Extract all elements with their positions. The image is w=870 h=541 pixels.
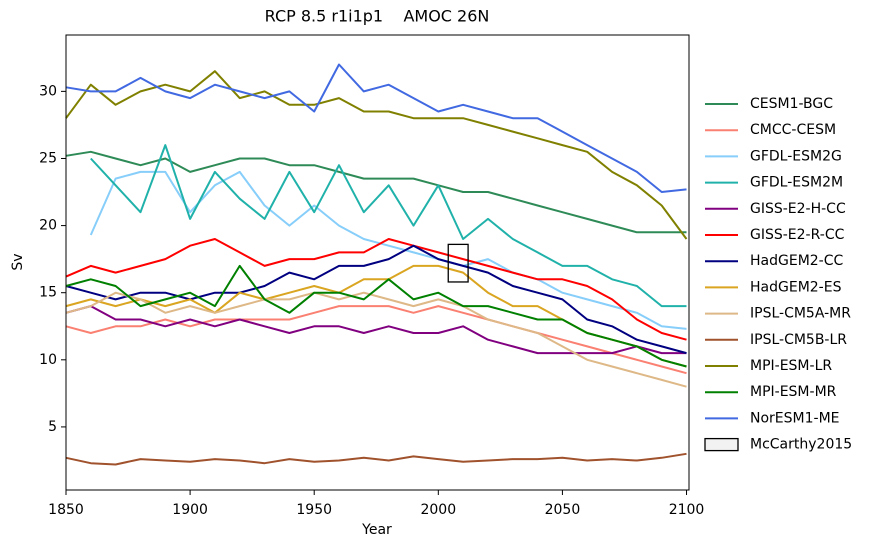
series-line — [65, 452, 687, 466]
x-tick-label: 1850 — [48, 502, 84, 518]
series-line — [65, 264, 687, 368]
x-tick-label: 2050 — [545, 502, 581, 518]
plot-frame — [65, 34, 690, 491]
series-line — [65, 305, 687, 355]
x-tick-label: 2000 — [420, 502, 456, 518]
series-line — [65, 70, 688, 240]
series-line — [90, 144, 687, 308]
series-line — [65, 291, 687, 388]
x-tick-label: 1950 — [296, 502, 332, 518]
observation-box — [447, 243, 469, 283]
legend-label: IPSL-CM5B-LR — [750, 332, 847, 348]
series-line — [65, 305, 687, 375]
legend-label: MPI-ESM-LR — [750, 358, 832, 374]
legend-swatch — [704, 437, 739, 452]
series-line — [65, 244, 687, 355]
legend-label: HadGEM2-ES — [750, 279, 842, 295]
x-tick-label: 2100 — [669, 502, 705, 518]
y-tick-label: 30 — [39, 83, 57, 99]
legend-label: McCarthy2015 — [750, 437, 852, 453]
y-axis-label: Sv — [10, 253, 26, 270]
chart-title: RCP 8.5 r1i1p1 AMOC 26N — [265, 7, 490, 26]
legend-label: CMCC-CESM — [750, 122, 836, 138]
series-line — [89, 170, 687, 330]
series-line — [65, 238, 687, 341]
series-line — [65, 150, 687, 234]
y-tick-label: 10 — [39, 352, 57, 368]
x-tick-label: 1900 — [172, 502, 208, 518]
y-tick-label: 5 — [48, 419, 57, 435]
legend-label: GFDL-ESM2M — [750, 175, 843, 191]
legend-label: IPSL-CM5A-MR — [750, 306, 851, 322]
legend-label: CESM1-BGC — [750, 96, 833, 112]
legend-label: GISS-E2-R-CC — [750, 227, 845, 243]
legend-label: NorESM1-ME — [750, 410, 840, 426]
legend-label: MPI-ESM-MR — [750, 384, 837, 400]
legend-label: GISS-E2-H-CC — [750, 201, 846, 217]
series-line — [65, 63, 687, 193]
legend-label: GFDL-ESM2G — [750, 148, 842, 164]
series-line — [65, 264, 687, 368]
y-tick-label: 20 — [39, 218, 57, 234]
x-axis-label: Year — [361, 522, 392, 538]
y-tick-label: 15 — [39, 285, 57, 301]
y-tick-label: 25 — [39, 150, 57, 166]
legend-label: HadGEM2-CC — [750, 253, 844, 269]
